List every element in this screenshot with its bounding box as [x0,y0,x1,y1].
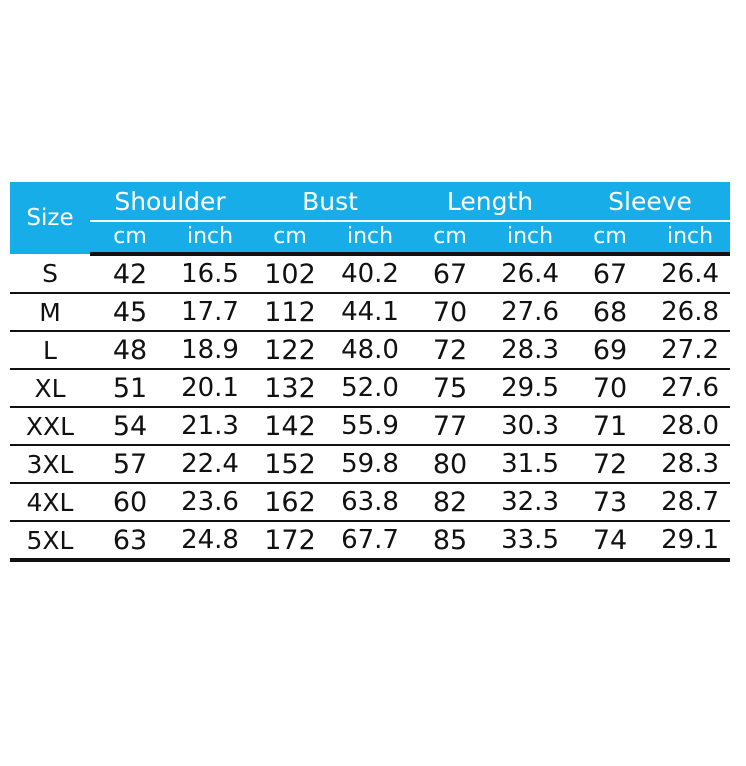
column-group-header-length: Length [410,182,571,222]
cell-bust-cm: 162 [250,483,331,522]
column-header-size: Size [10,182,90,254]
cell-size: L [10,331,90,370]
cell-shoulder-cm: 51 [90,369,170,408]
cell-sleeve-cm: 69 [570,331,651,370]
cell-sleeve-cm: 68 [570,293,651,332]
cell-length-inch: 31.5 [490,445,571,484]
size-chart-table: Size Shoulder Bust Length Sleeve cm inch… [10,182,731,562]
cell-size: XL [10,369,90,408]
cell-sleeve-cm: 74 [570,521,651,562]
cell-shoulder-cm: 48 [90,331,170,370]
cell-bust-inch: 44.1 [330,293,411,332]
cell-bust-inch: 67.7 [330,521,411,562]
cell-bust-cm: 122 [250,331,331,370]
cell-length-inch: 33.5 [490,521,571,562]
table-row: S 42 16.5 102 40.2 67 26.4 67 26.4 [10,254,731,294]
cell-sleeve-cm: 71 [570,407,651,446]
cell-bust-cm: 152 [250,445,331,484]
table-row: M 45 17.7 112 44.1 70 27.6 68 26.8 [10,293,731,332]
cell-length-cm: 82 [410,483,491,522]
table-row: 3XL 57 22.4 152 59.8 80 31.5 72 28.3 [10,445,731,484]
cell-length-inch: 30.3 [490,407,571,446]
cell-shoulder-cm: 42 [90,254,170,294]
cell-length-inch: 29.5 [490,369,571,408]
unit-header-bust-inch: inch [330,222,411,256]
cell-sleeve-inch: 28.7 [650,483,731,522]
size-chart-body: S 42 16.5 102 40.2 67 26.4 67 26.4 M 45 17.7 112 44.1… [10,254,731,562]
cell-sleeve-inch: 27.2 [650,331,731,370]
cell-length-cm: 77 [410,407,491,446]
cell-size: 4XL [10,483,90,522]
cell-shoulder-inch: 21.3 [170,407,251,446]
table-row: 4XL 60 23.6 162 63.8 82 32.3 73 28.7 [10,483,731,522]
cell-length-inch: 26.4 [490,254,571,294]
cell-sleeve-cm: 72 [570,445,651,484]
unit-header-bust-cm: cm [250,222,331,256]
cell-length-inch: 32.3 [490,483,571,522]
cell-length-cm: 75 [410,369,491,408]
table-row: XL 51 20.1 132 52.0 75 29.5 70 27.6 [10,369,731,408]
cell-sleeve-cm: 70 [570,369,651,408]
column-group-header-bust: Bust [250,182,411,222]
cell-sleeve-inch: 26.8 [650,293,731,332]
unit-header-sleeve-cm: cm [570,222,651,256]
cell-sleeve-cm: 67 [570,254,651,294]
cell-bust-cm: 102 [250,254,331,294]
unit-header-sleeve-inch: inch [650,222,731,256]
cell-size: S [10,254,90,294]
cell-size: 5XL [10,521,90,562]
column-group-header-sleeve: Sleeve [570,182,731,222]
cell-sleeve-inch: 26.4 [650,254,731,294]
cell-sleeve-inch: 29.1 [650,521,731,562]
cell-bust-cm: 142 [250,407,331,446]
cell-shoulder-inch: 23.6 [170,483,251,522]
cell-bust-inch: 40.2 [330,254,411,294]
cell-bust-cm: 112 [250,293,331,332]
column-group-header-shoulder: Shoulder [90,182,251,222]
cell-bust-inch: 55.9 [330,407,411,446]
cell-length-cm: 85 [410,521,491,562]
cell-length-inch: 28.3 [490,331,571,370]
cell-shoulder-cm: 54 [90,407,170,446]
cell-shoulder-inch: 16.5 [170,254,251,294]
cell-length-cm: 80 [410,445,491,484]
cell-sleeve-inch: 28.3 [650,445,731,484]
cell-shoulder-inch: 22.4 [170,445,251,484]
size-chart-header: Size Shoulder Bust Length Sleeve cm inch… [10,182,731,256]
cell-shoulder-inch: 17.7 [170,293,251,332]
cell-length-inch: 27.6 [490,293,571,332]
cell-length-cm: 70 [410,293,491,332]
cell-shoulder-cm: 60 [90,483,170,522]
cell-shoulder-inch: 24.8 [170,521,251,562]
cell-shoulder-inch: 20.1 [170,369,251,408]
unit-header-shoulder-cm: cm [90,222,170,256]
table-row: L 48 18.9 122 48.0 72 28.3 69 27.2 [10,331,731,370]
cell-shoulder-cm: 63 [90,521,170,562]
cell-sleeve-cm: 73 [570,483,651,522]
unit-header-length-inch: inch [490,222,571,256]
cell-shoulder-cm: 45 [90,293,170,332]
size-chart-container: Size Shoulder Bust Length Sleeve cm inch… [10,182,731,562]
cell-size: M [10,293,90,332]
cell-bust-inch: 52.0 [330,369,411,408]
table-row: XXL 54 21.3 142 55.9 77 30.3 71 28.0 [10,407,731,446]
cell-sleeve-inch: 27.6 [650,369,731,408]
unit-header-row: cm inch cm inch cm inch cm inch [10,222,731,256]
cell-shoulder-cm: 57 [90,445,170,484]
cell-sleeve-inch: 28.0 [650,407,731,446]
cell-bust-inch: 59.8 [330,445,411,484]
cell-length-cm: 67 [410,254,491,294]
cell-size: 3XL [10,445,90,484]
unit-header-length-cm: cm [410,222,491,256]
cell-length-cm: 72 [410,331,491,370]
cell-shoulder-inch: 18.9 [170,331,251,370]
cell-bust-inch: 48.0 [330,331,411,370]
unit-header-shoulder-inch: inch [170,222,251,256]
cell-bust-cm: 172 [250,521,331,562]
cell-bust-inch: 63.8 [330,483,411,522]
cell-bust-cm: 132 [250,369,331,408]
group-header-row: Size Shoulder Bust Length Sleeve [10,182,731,254]
cell-size: XXL [10,407,90,446]
table-row: 5XL 63 24.8 172 67.7 85 33.5 74 29.1 [10,521,731,562]
